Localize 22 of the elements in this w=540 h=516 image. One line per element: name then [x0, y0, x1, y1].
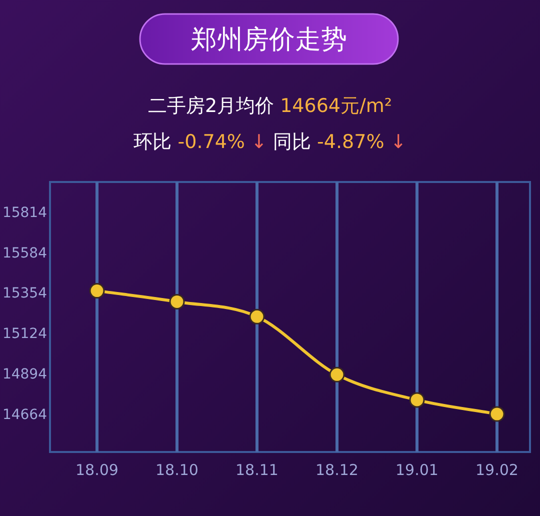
chart-title: 郑州房价走势 — [191, 25, 347, 55]
x-tick-label: 19.01 — [396, 461, 438, 479]
point — [89, 283, 105, 299]
chart-subtitle: 二手房2月均价 14664元/m² — [148, 95, 392, 117]
point — [409, 392, 425, 408]
y-tick-label: 14664 — [2, 407, 48, 424]
y-tick-label: 15814 — [2, 204, 48, 221]
x-tick-label: 19.02 — [476, 461, 518, 479]
y-tick-label: 15124 — [2, 326, 48, 342]
x-tick-label: 18.11 — [236, 461, 278, 479]
point — [329, 366, 345, 382]
point — [169, 294, 185, 310]
point — [249, 308, 265, 324]
y-tick-label: 14894 — [2, 366, 48, 383]
x-tick-label: 18.12 — [316, 461, 358, 479]
point — [489, 406, 505, 422]
y-tick-label: 15584 — [2, 245, 48, 262]
x-tick-label: 18.09 — [76, 461, 118, 479]
text: 同比 -4.87% ↓ — [266, 131, 406, 153]
x-tick-label: 18.10 — [156, 461, 198, 479]
text: 环比 -0.74% ↓ — [134, 131, 267, 153]
y-tick-label: 15354 — [2, 286, 48, 302]
